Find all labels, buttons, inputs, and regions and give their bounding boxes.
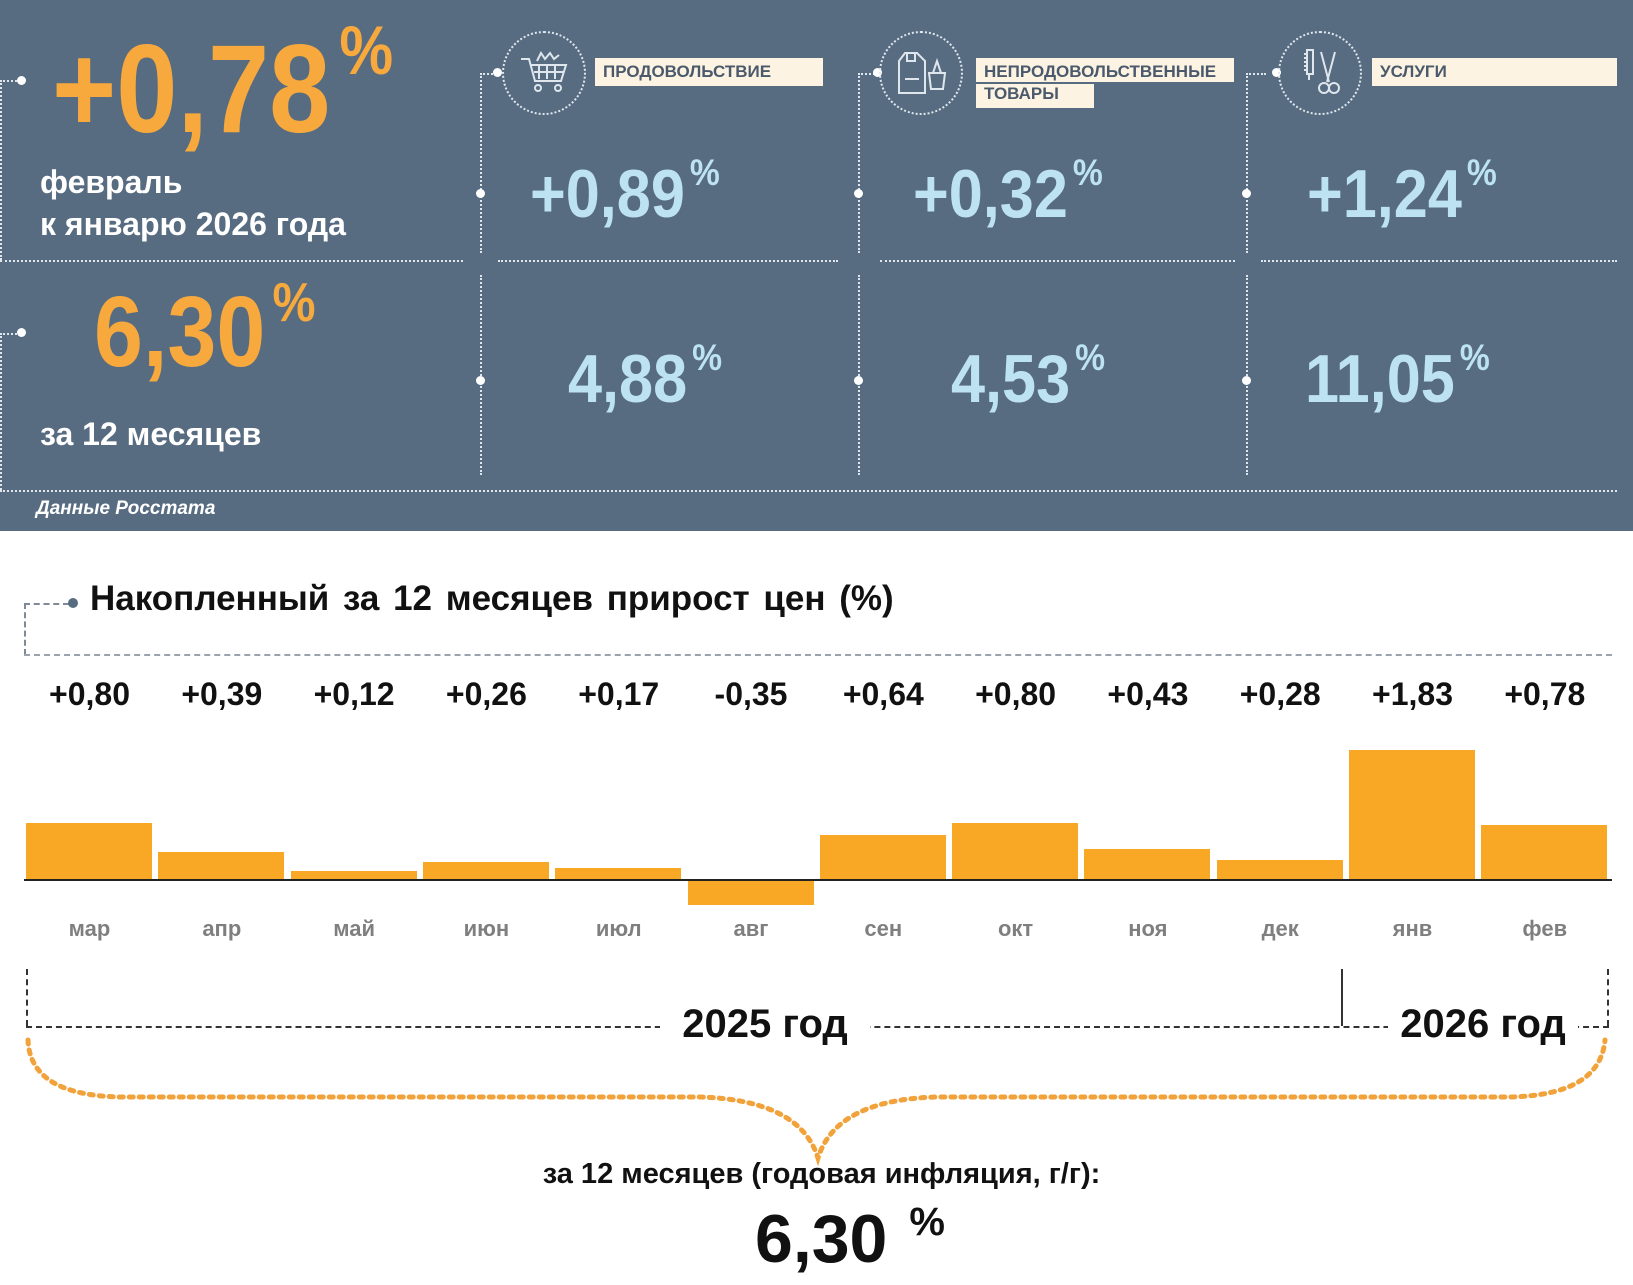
annual-inflation-label: за 12 месяцев (годовая инфляция, г/г): [542,1158,1101,1190]
summary-panel: +0,78% февраль к январю 2026 года 6,30% … [0,0,1633,531]
category-label-nonfood-line2: ТОВАРЫ [976,84,1094,108]
title-divider [24,654,1612,656]
connector-dot [1242,189,1251,198]
title-connector [24,603,26,655]
connector-dot [1272,68,1281,77]
food-monthly-value: +0,89% [530,151,720,232]
nonfood-monthly-value: +0,32% [913,151,1103,232]
divider [880,260,1235,262]
nonfood-annual-value: 4,53% [951,336,1106,417]
source-label: Данные Росстата [36,498,216,519]
annual-inflation-total: 6,30% [755,1200,945,1277]
connector [480,275,482,475]
shopping-cart-icon [502,31,586,115]
connector-dot [854,376,863,385]
connector-dot [17,76,26,85]
services-monthly-value: +1,24% [1307,151,1497,232]
connector-dot [873,68,882,77]
comb-scissors-icon [1278,31,1362,115]
connector [480,73,482,253]
connector-dot [476,376,485,385]
monthly-label-line1: февраль [40,164,183,200]
connector [0,333,2,490]
connector [1246,275,1248,475]
connector [0,80,2,260]
divider [0,490,1617,492]
year-label-2026: 2026 год [1388,1002,1578,1047]
x-axis-baseline [24,879,1612,881]
monthly-label-line2: к январю 2026 года [40,206,346,242]
connector-dot [854,189,863,198]
connector-dot [476,189,485,198]
connector-dot [493,68,502,77]
food-annual-value: 4,88% [568,336,723,417]
connector [1246,73,1266,75]
title-bullet-icon [68,598,78,608]
connector-dot [17,328,26,337]
connector [1246,73,1248,253]
connector [858,73,878,75]
chart-title: Накопленный за 12 месяцев прирост цен (%… [90,579,894,618]
clothing-bag-icon [879,31,963,115]
divider [0,260,463,262]
annual-label: за 12 месяцев [40,416,262,452]
divider [498,260,838,262]
connector [858,73,860,253]
year-label-2025: 2025 год [660,1002,870,1047]
services-annual-value: 11,05% [1305,336,1490,417]
monthly-inflation-value: +0,78% [52,12,394,159]
connector [0,80,20,82]
connector [0,333,20,335]
connector [858,275,860,475]
year-divider [1341,969,1343,1026]
connector [480,73,500,75]
title-connector [24,603,69,605]
connector-dot [1242,376,1251,385]
year-bracket-left [26,969,28,1026]
year-bracket-right [1607,969,1609,1026]
category-label-food: ПРОДОВОЛЬСТВИЕ [595,58,823,86]
divider [1261,260,1617,262]
category-label-services: УСЛУГИ [1372,58,1617,86]
category-label-nonfood-line1: НЕПРОДОВОЛЬСТВЕННЫЕ [976,58,1234,82]
annual-inflation-value: 6,30% [94,270,316,389]
